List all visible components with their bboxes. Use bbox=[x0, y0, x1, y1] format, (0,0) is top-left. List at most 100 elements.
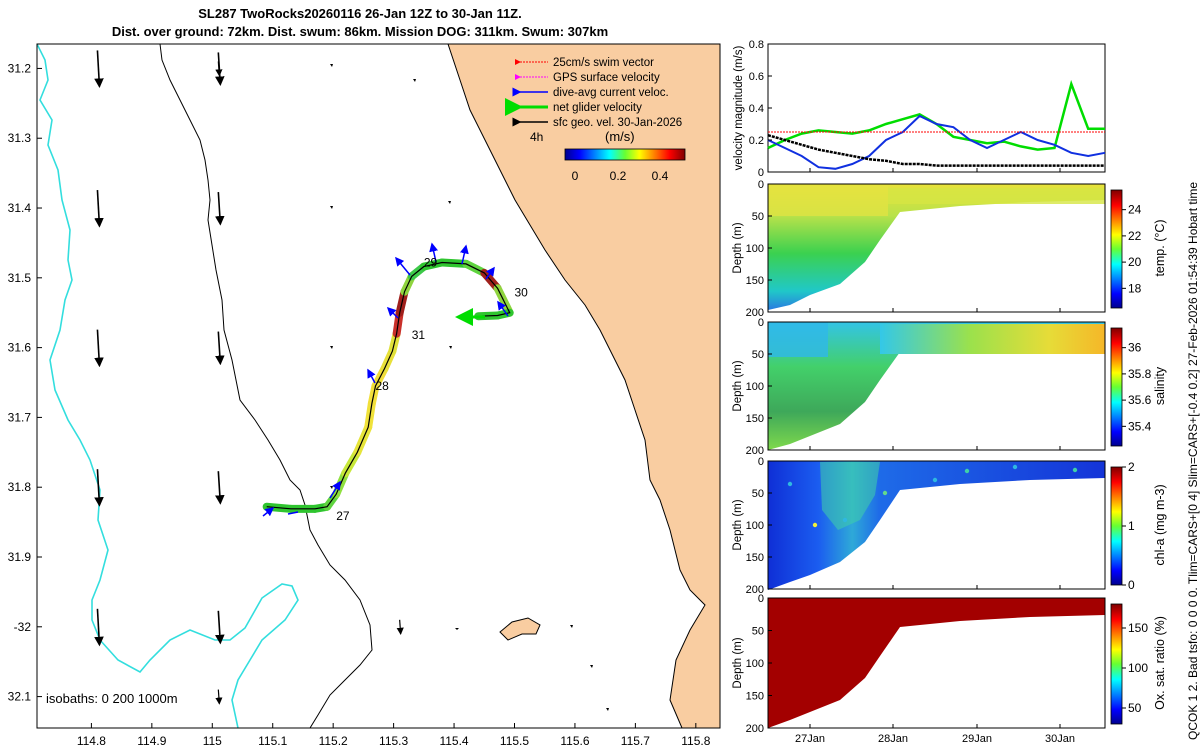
map-ytick-label: 31.6 bbox=[8, 341, 32, 355]
colorbar-label: salinity bbox=[1153, 366, 1167, 405]
map-title-line1: SL287 TwoRocks20260116 26-Jan 12Z to 30-… bbox=[198, 6, 522, 21]
section-ytick-label: 0 bbox=[758, 593, 764, 605]
velocity-panel: 0 0.2 0.4 0.6 0.8 velocity magnitude (m/s) bbox=[733, 39, 1106, 179]
surface-velocity-arrows bbox=[94, 50, 404, 705]
map-cb-tick-0: 0 bbox=[572, 169, 579, 183]
section-colorbar bbox=[1110, 466, 1123, 586]
legend-swim: 25cm/s swim vector bbox=[553, 57, 654, 69]
islet bbox=[455, 628, 459, 630]
surface-velocity-arrow-small bbox=[215, 61, 223, 77]
velocity-series-line bbox=[767, 133, 1105, 167]
colorbar-label: Ox. sat. ratio (%) bbox=[1153, 616, 1167, 710]
section-ytick-label: 0 bbox=[758, 179, 764, 191]
legend-gps: GPS surface velocity bbox=[553, 72, 660, 84]
section-ytick-label: 150 bbox=[746, 691, 764, 703]
surface-velocity-arrow bbox=[215, 331, 225, 366]
map-frame bbox=[36, 43, 721, 729]
colorbar-tick-label: 1 bbox=[1128, 519, 1135, 533]
colorbar-tick-label: 22 bbox=[1128, 229, 1142, 243]
map-xtick-label: 115.1 bbox=[258, 734, 287, 748]
colorbar-label: chl-a (mg m-3) bbox=[1153, 484, 1167, 565]
islet bbox=[448, 201, 451, 204]
section-xtick-label: 28Jan bbox=[878, 733, 908, 745]
temperature-surface-layer bbox=[888, 188, 1105, 204]
chla-bloom bbox=[820, 462, 880, 530]
temperature-section bbox=[767, 183, 1106, 313]
map-xtick-label: 115.4 bbox=[439, 734, 468, 748]
velocity-ytick-label: 0.6 bbox=[749, 71, 764, 83]
colorbar-tick-label: 20 bbox=[1128, 255, 1142, 269]
velocity-ticks: 0 0.2 0.4 0.6 0.8 bbox=[749, 39, 772, 179]
map-xtick-label: 115 bbox=[203, 734, 222, 748]
map-title-line2: Dist. over ground: 72km. Dist. swum: 86k… bbox=[111, 24, 609, 39]
velocity-ytick-label: 0 bbox=[758, 167, 764, 179]
chla-sample-dot bbox=[882, 490, 888, 496]
islet bbox=[449, 346, 452, 349]
section-xtick-label: 27Jan bbox=[795, 733, 825, 745]
velocity-lines bbox=[767, 79, 1106, 170]
map-cb-tick-2: 0.4 bbox=[652, 169, 669, 183]
current-vectors bbox=[262, 242, 509, 517]
section-ytick-label: 150 bbox=[746, 275, 764, 287]
velocity-frame bbox=[767, 43, 1106, 173]
colorbar-tick-label: 35.8 bbox=[1128, 367, 1152, 381]
colorbar-tick-label: 35.6 bbox=[1128, 393, 1152, 407]
salinity-surface-layer bbox=[880, 324, 1105, 354]
colorbar-tick-label: 36 bbox=[1128, 341, 1142, 355]
map-xtick-label: 115.7 bbox=[621, 734, 650, 748]
surface-velocity-arrow-small bbox=[396, 619, 404, 635]
section-ylabel: Depth (m) bbox=[732, 499, 744, 550]
day-label: 30 bbox=[514, 286, 528, 300]
salinity-field bbox=[768, 322, 1105, 450]
map-ytick-label: 31.3 bbox=[8, 131, 32, 145]
section-ytick-label: 200 bbox=[746, 445, 764, 457]
chla-sample-dot bbox=[787, 481, 793, 487]
map-ytick-label: 31.4 bbox=[8, 201, 32, 215]
islet bbox=[413, 79, 416, 82]
legend-net: net glider velocity bbox=[553, 102, 642, 114]
map-legend: 25cm/s swim vector GPS surface velocity … bbox=[505, 57, 686, 183]
colorbar-tick-label: 18 bbox=[1128, 281, 1142, 295]
section-xtick-label: 29Jan bbox=[962, 733, 992, 745]
surface-velocity-arrow bbox=[94, 608, 104, 647]
section-ylabel: Depth (m) bbox=[732, 637, 744, 688]
section-ytick-label: 50 bbox=[752, 488, 764, 500]
velocity-ytick-label: 0.2 bbox=[749, 135, 764, 147]
chla-sample-dot bbox=[1012, 464, 1018, 470]
surface-velocity-arrow bbox=[215, 610, 225, 645]
surface-velocity-arrow bbox=[94, 50, 104, 89]
day-label: 27 bbox=[336, 509, 350, 523]
legend-current: dive-avg current veloc. bbox=[553, 87, 669, 99]
map-ytick-label: 31.7 bbox=[8, 410, 32, 424]
section-ytick-label: 100 bbox=[746, 243, 764, 255]
velocity-ytick-label: 0.8 bbox=[749, 39, 764, 51]
section-ytick-label: 50 bbox=[752, 211, 764, 223]
map-cb-tick-1: 0.2 bbox=[610, 169, 627, 183]
velocity-ytick-label: 0.4 bbox=[749, 103, 764, 115]
surface-velocity-arrow-small bbox=[215, 689, 223, 705]
colorbar-tick-label: 24 bbox=[1128, 203, 1142, 217]
section-ylabel: Depth (m) bbox=[732, 222, 744, 273]
islet bbox=[570, 625, 573, 628]
islet bbox=[330, 206, 333, 209]
map-xtick-label: 114.9 bbox=[137, 734, 166, 748]
surface-velocity-arrow bbox=[94, 469, 104, 507]
section-ytick-label: 0 bbox=[758, 456, 764, 468]
chla-sample-dot bbox=[1072, 467, 1078, 473]
oxygen-field bbox=[768, 598, 1105, 728]
islet bbox=[330, 64, 333, 67]
rottnest-island bbox=[499, 617, 541, 641]
day-label: 29 bbox=[424, 256, 438, 270]
colorbar-tick-label: 2 bbox=[1128, 460, 1135, 474]
map-ytick-label: 31.2 bbox=[8, 61, 32, 75]
day-labels: 27 28 31 29 30 bbox=[336, 256, 528, 523]
velocity-series-line bbox=[767, 114, 1106, 170]
legend-sfc: sfc geo. vel. 30-Jan-2026 bbox=[553, 117, 682, 129]
map-ytick-label: -32 bbox=[14, 620, 32, 634]
section-ytick-label: 150 bbox=[746, 552, 764, 564]
map-ytick-label: 32.1 bbox=[8, 690, 32, 704]
section-colorbar bbox=[1110, 603, 1123, 725]
surface-velocity-arrow bbox=[94, 329, 104, 368]
